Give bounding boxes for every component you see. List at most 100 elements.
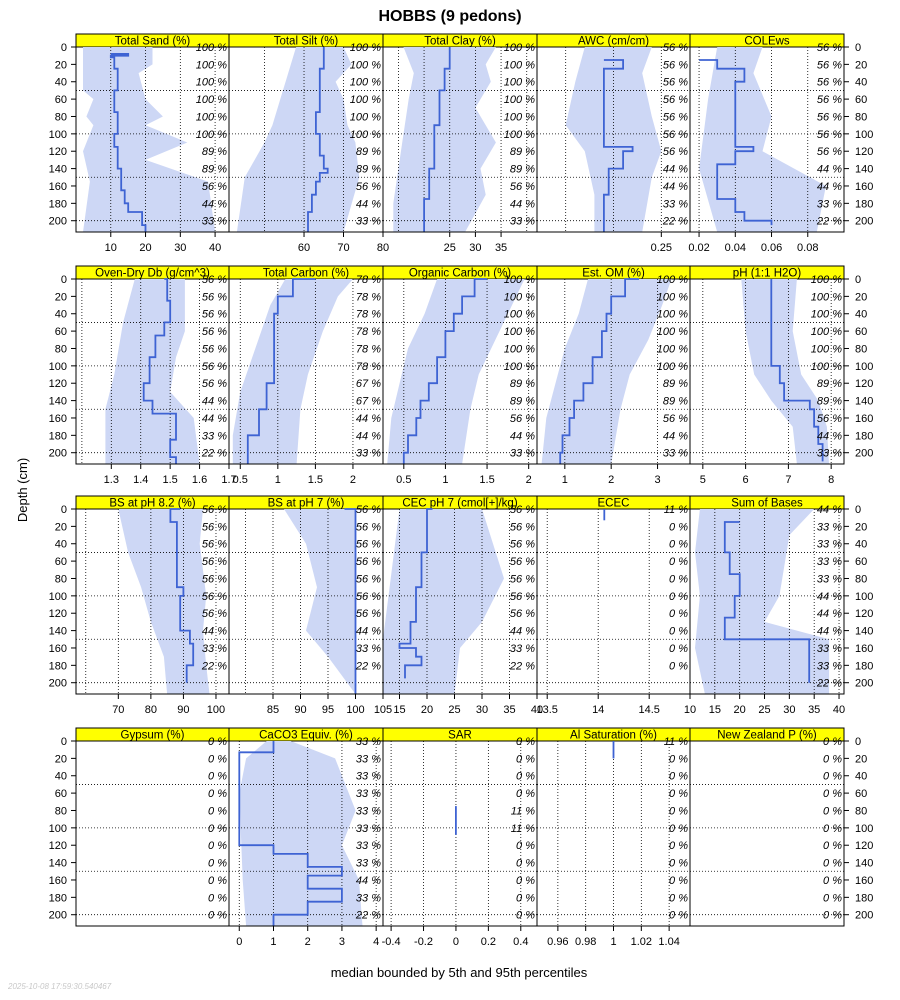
depth-tick-label-left: 60 [55,556,67,568]
x-tick-label: 0.06 [761,242,782,254]
data-coverage-label: 89 % [510,396,535,408]
median-line [246,278,316,464]
depth-tick-label-left: 180 [49,430,67,442]
data-coverage-label: 0 % [823,788,842,800]
data-coverage-label: 100 % [504,309,535,321]
depth-tick-label-right: 120 [855,146,873,158]
panel-19: Al Saturation (%) 11 % 0 % 0 % 0 % 0 % 0 % 0 % 0… [536,727,691,948]
x-tick-label: 5 [700,474,706,486]
data-coverage-label: 56 % [510,521,535,533]
depth-tick-label-right: 160 [855,413,873,425]
data-coverage-label: 100 % [196,77,227,89]
depth-tick-label-left: 40 [55,771,67,783]
data-coverage-label: 56 % [202,573,227,585]
data-coverage-label: 100 % [504,274,535,286]
panel-title: BS at pH 7 (%) [268,498,345,510]
depth-tick-label-left: 20 [55,521,67,533]
data-coverage-label: 44 % [817,164,842,176]
data-coverage-label: 44 % [663,164,688,176]
median-line [398,508,433,679]
data-coverage-label: 89 % [202,164,227,176]
data-coverage-label: 33 % [202,216,227,228]
x-tick-label: 40 [531,704,543,716]
data-coverage-label: 100 % [504,129,535,141]
data-coverage-label: 0 % [208,771,227,783]
data-coverage-label: 33 % [663,198,688,210]
depth-tick-label-left: 120 [49,146,67,158]
x-tick-label: 90 [177,704,189,716]
x-tick-label: -0.2 [414,936,433,948]
x-tick-label: 1 [442,474,448,486]
data-coverage-label: 11 % [664,504,688,516]
data-coverage-label: 44 % [356,198,381,210]
panel-title: COLEws [744,36,790,48]
data-coverage-label: 33 % [356,858,381,870]
timestamp: 2025-10-08 17:59:30.540467 [7,982,112,991]
data-coverage-label: 100 % [196,42,227,54]
data-coverage-label: 0 % [208,875,227,887]
data-coverage-label: 33 % [817,643,842,655]
data-coverage-label: 56 % [817,111,842,123]
depth-tick-label-left: 60 [55,788,67,800]
percentile-band [565,47,662,232]
depth-tick-label-right: 140 [855,396,873,408]
panel-title: Total Clay (%) [424,36,496,48]
x-tick-label: 0.08 [797,242,818,254]
data-coverage-label: 56 % [510,591,535,603]
data-coverage-label: 56 % [202,326,227,338]
data-coverage-label: 33 % [663,448,688,460]
data-coverage-label: 22 % [662,216,688,228]
data-coverage-label: 100 % [811,343,842,355]
x-tick-label: 0.02 [688,242,709,254]
data-coverage-label: 56 % [202,343,227,355]
x-tick-label: 3 [654,474,660,486]
data-coverage-label: 33 % [356,823,381,835]
data-coverage-label: 100 % [196,94,227,106]
depth-tick-label-right: 140 [855,164,873,176]
depth-tick-label-left: 40 [55,77,67,89]
x-tick-label: 30 [476,704,488,716]
data-coverage-label: 0 % [516,753,535,765]
data-coverage-label: 0 % [208,892,227,904]
panel-16: Gypsum (%) 0 % 0 % 0 % 0 % 0 % 0 % 0 % 0 % 0 % 0 %… [75,727,230,927]
data-coverage-label: 89 % [356,146,381,158]
x-tick-label: 95 [322,704,334,716]
x-tick-label: 100 [346,704,364,716]
median-line [109,53,147,232]
panel-1: Total Sand (%) 100 % 100 % 100 % 100 % 100 % 1… [75,33,230,254]
x-tick-label: 0.2 [481,936,496,948]
data-coverage-label: 33 % [356,771,381,783]
data-coverage-label: 0 % [669,521,688,533]
panel-row-4: 0 0 20 20 40 40 60 60 80 80 100 100 120 120 140 140 160 1… [49,727,873,927]
depth-tick-label-right: 40 [855,539,867,551]
data-coverage-label: 0 % [208,840,227,852]
data-coverage-label: 33 % [356,216,381,228]
data-coverage-label: 56 % [356,608,381,620]
depth-tick-label-right: 20 [855,753,867,765]
percentile-band [284,509,356,694]
data-coverage-label: 0 % [669,753,688,765]
data-coverage-label: 100 % [350,42,381,54]
data-coverage-label: 0 % [823,823,842,835]
panel-13: CEC pH 7 (cmol[+]/kg)56 %56 %56 %56 %56 … [382,495,543,716]
depth-tick-label-right: 40 [855,771,867,783]
depth-tick-label-right: 100 [855,823,873,835]
data-coverage-label: 44 % [663,430,688,442]
panel-title: Organic Carbon (%) [409,268,511,280]
x-tick-label: 80 [377,242,389,254]
data-coverage-label: 100 % [811,291,842,303]
data-coverage-label: 100 % [350,94,381,106]
depth-tick-label-left: 200 [49,448,67,460]
data-coverage-label: 56 % [663,77,688,89]
data-coverage-label: 56 % [663,59,688,71]
depth-tick-label-right: 140 [855,626,873,638]
x-tick-label: 90 [294,704,306,716]
data-coverage-label: 56 % [202,504,227,516]
depth-tick-label-left: 160 [49,181,67,193]
data-coverage-label: 0 % [669,660,688,672]
data-coverage-label: 56 % [202,309,227,321]
data-coverage-label: 56 % [356,521,381,533]
data-coverage-label: 56 % [510,608,535,620]
data-coverage-label: 0 % [823,892,842,904]
data-coverage-label: 100 % [657,309,688,321]
